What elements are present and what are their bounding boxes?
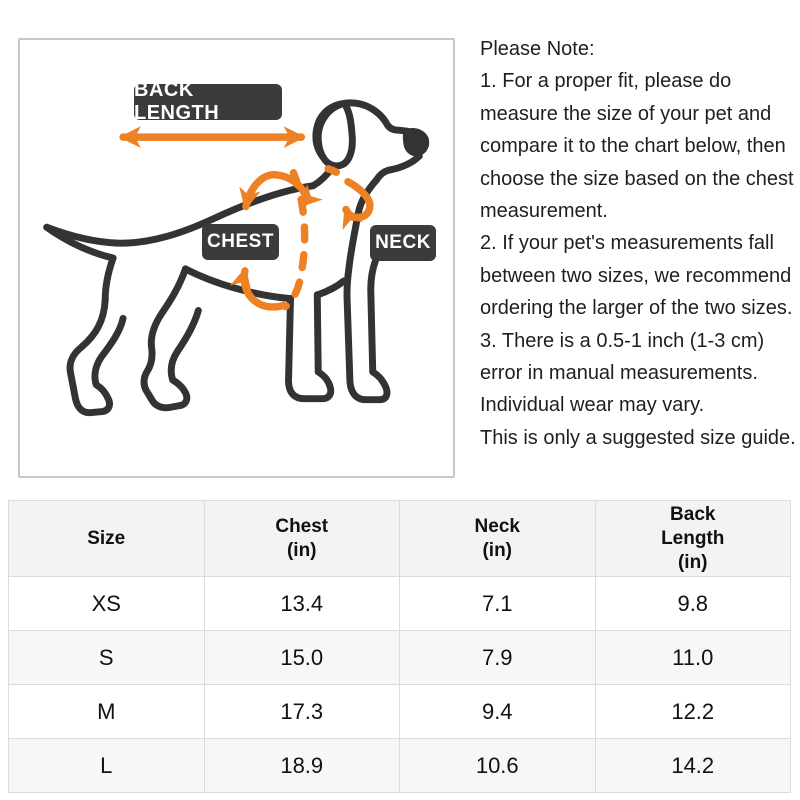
table-row: L 18.9 10.6 14.2 bbox=[8, 738, 791, 793]
header-back-length: Back Length (in) bbox=[594, 500, 791, 577]
neck-girth-dashed bbox=[324, 165, 350, 184]
cell-neck: 10.6 bbox=[399, 738, 596, 793]
note-line: Please Note: bbox=[480, 38, 595, 60]
cell-size: M bbox=[8, 684, 205, 739]
table-header-row: Size Chest (in) Neck (in) Back Length (i… bbox=[8, 500, 791, 577]
cell-back-length: 11.0 bbox=[594, 630, 791, 685]
table-row: M 17.3 9.4 12.2 bbox=[8, 684, 791, 739]
note-line: Individual wear may vary. bbox=[480, 394, 705, 417]
chest-label: CHEST bbox=[202, 224, 279, 260]
cell-neck: 7.1 bbox=[399, 576, 596, 631]
notes-block: Please Note: 1. For a proper fit, please… bbox=[480, 33, 798, 454]
note-line: 3. There is a 0.5-1 inch (1-3 cm) bbox=[480, 329, 765, 352]
dog-ear bbox=[314, 99, 356, 170]
cell-neck: 7.9 bbox=[399, 630, 596, 685]
chest-arc-bottom bbox=[230, 267, 288, 311]
note-line: ordering the larger of the two sizes. bbox=[480, 297, 793, 320]
note-line: measure the size of your pet and bbox=[480, 102, 772, 125]
note-line: choose the size based on the chest bbox=[480, 167, 794, 190]
cell-chest: 18.9 bbox=[203, 738, 400, 793]
cell-chest: 13.4 bbox=[203, 576, 400, 631]
cell-chest: 17.3 bbox=[203, 684, 400, 739]
note-line: compare it to the chart below, then bbox=[480, 135, 786, 158]
dog-illustration bbox=[43, 99, 430, 417]
measurement-diagram-panel: BACK LENGTH CHEST NECK bbox=[18, 38, 455, 478]
cell-chest: 15.0 bbox=[203, 630, 400, 685]
size-chart-table: Size Chest (in) Neck (in) Back Length (i… bbox=[8, 500, 791, 793]
note-line: 1. For a proper fit, please do bbox=[480, 70, 732, 93]
cell-back-length: 14.2 bbox=[594, 738, 791, 793]
note-line: 2. If your pet's measurements fall bbox=[480, 232, 774, 255]
table-row: XS 13.4 7.1 9.8 bbox=[8, 576, 791, 631]
back-length-label: BACK LENGTH bbox=[134, 79, 282, 124]
table-row: S 15.0 7.9 11.0 bbox=[8, 630, 791, 685]
neck-label: NECK bbox=[370, 225, 436, 261]
chest-girth-dashed bbox=[281, 169, 309, 311]
note-line: between two sizes, we recommend bbox=[480, 264, 792, 287]
header-chest: Chest (in) bbox=[203, 500, 400, 577]
cell-back-length: 12.2 bbox=[594, 684, 791, 739]
cell-size: L bbox=[8, 738, 205, 793]
header-size: Size bbox=[8, 500, 205, 577]
note-line: error in manual measurements. bbox=[480, 362, 758, 385]
cell-back-length: 9.8 bbox=[594, 576, 791, 631]
note-line: measurement. bbox=[480, 200, 608, 223]
note-line: This is only a suggested size guide. bbox=[480, 426, 796, 449]
neck-loop-arrow bbox=[342, 177, 374, 231]
header-neck: Neck (in) bbox=[399, 500, 596, 577]
cell-size: XS bbox=[8, 576, 205, 631]
cell-neck: 9.4 bbox=[399, 684, 596, 739]
cell-size: S bbox=[8, 630, 205, 685]
dog-nose bbox=[402, 128, 430, 157]
measurement-marks bbox=[119, 126, 374, 311]
